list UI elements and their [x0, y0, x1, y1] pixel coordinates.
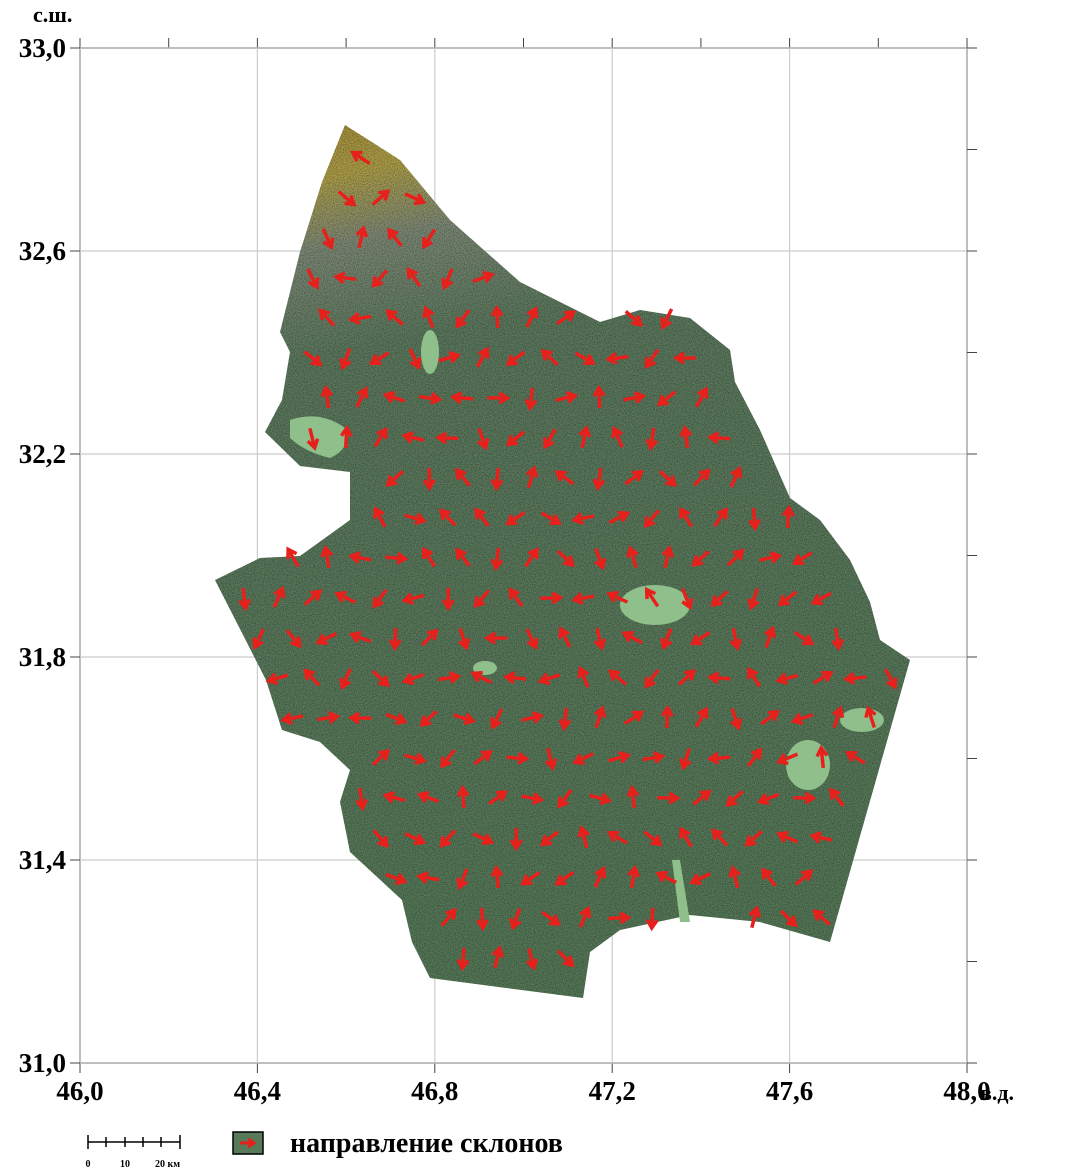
y-tick-label: 32,2 [19, 439, 66, 469]
region-area [215, 125, 910, 998]
y-tick-label: 31,4 [19, 845, 66, 875]
x-tick-label: 48,0 [943, 1076, 990, 1106]
legend-label: направление склонов [290, 1128, 563, 1159]
x-tick-label: 46,8 [411, 1076, 458, 1106]
y-tick-label: 31,0 [19, 1048, 66, 1078]
scale-bar [88, 1135, 180, 1149]
x-tick-label: 47,6 [766, 1076, 813, 1106]
scale-label: 0 [86, 1159, 91, 1170]
x-tick-label: 46,4 [234, 1076, 281, 1106]
y-tick-label: 33,0 [19, 33, 66, 63]
y-tick-label: 31,8 [19, 642, 66, 672]
y-axis-label: с.ш. [33, 2, 72, 27]
scale-label: 10 [120, 1159, 130, 1170]
y-tick-label: 32,6 [19, 236, 66, 266]
x-tick-label: 47,2 [589, 1076, 636, 1106]
x-tick-label: 46,0 [56, 1076, 103, 1106]
scale-label: 20 км [155, 1159, 180, 1170]
map-figure: с.ш. в.д. 0 10 20 км направление склонов… [0, 0, 1066, 1173]
